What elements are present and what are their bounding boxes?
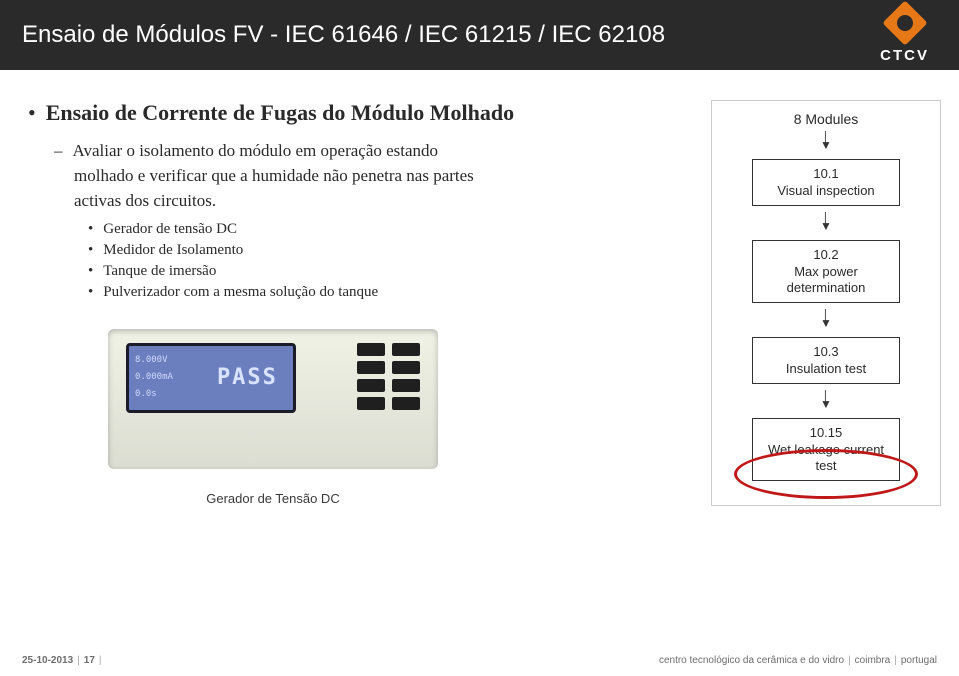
flow-box: 10.1 Visual inspection [752,159,900,206]
equip-1: Gerador de tensão DC [103,221,237,237]
footer-page: 17 [84,655,95,666]
bullet-dot-icon: • [88,263,93,279]
device-figure: 8.000V 0.000mA PASS 0.0s Gerador de Tensã… [108,329,438,506]
flow-box: 10.2 Max power determination [752,240,900,303]
screen-row: 0.0s [135,390,287,399]
arrow-down-icon: │▼ [712,394,940,408]
equip-4: Pulverizador com a mesma solução do tanq… [103,284,378,300]
device-buttons [357,343,420,413]
flow-num: 10.3 [757,344,895,360]
logo-diamond-icon [882,0,927,45]
screen-row: 8.000V [135,356,287,365]
flow-txt: Visual inspection [757,183,895,199]
bullet-dot-icon: • [88,284,93,300]
equip-item: • Gerador de tensão DC [88,219,697,240]
separator-icon: | [77,655,80,666]
flowchart-panel: 8 Modules │▼ 10.1 Visual inspection │▼ 1… [711,100,941,506]
equip-item: • Medidor de Isolamento [88,240,697,261]
footer-left: 25-10-2013 | 17 | [22,655,106,666]
flow-box-highlighted: 10.15 Wet leakage current test [752,418,900,481]
slide-header: Ensaio de Módulos FV - IEC 61646 / IEC 6… [0,0,959,70]
bullet-dot-icon: • [88,221,93,237]
bullet-dot-icon: • [28,100,36,125]
footer-right: centro tecnológico da cerâmica e do vidr… [659,655,937,666]
sub-bullet-line: molhado e verificar que a humidade não p… [74,165,697,188]
separator-icon: | [848,655,851,666]
flow-heading: 8 Modules [712,111,940,127]
sub-text-3: activas dos circuitos. [74,191,216,210]
sub-bullet-line: –Avaliar o isolamento do módulo em opera… [54,140,697,163]
screen-row: 0.000mA PASS [135,366,287,389]
slide-footer: 25-10-2013 | 17 | centro tecnológico da cer… [0,655,959,666]
arrow-down-icon: │▼ [712,313,940,327]
bullet-title-text: Ensaio de Corrente de Fugas do Módulo Mo… [46,100,514,125]
screen-v: 8.000V [135,356,168,365]
screen-s: 0.0s [135,390,157,399]
flow-txt: Wet leakage current test [757,442,895,475]
sub-bullet-line: activas dos circuitos. [74,190,697,213]
screen-ma: 0.000mA [135,373,173,382]
device-button-icon [357,397,385,410]
flow-num: 10.15 [757,425,895,441]
logo-text: CTCV [880,47,929,64]
hipot-tester-icon: 8.000V 0.000mA PASS 0.0s [108,329,438,469]
equip-3: Tanque de imersão [103,263,216,279]
device-button-icon [392,343,420,356]
bullet-dot-icon: • [88,242,93,258]
device-button-icon [392,379,420,392]
device-button-icon [392,397,420,410]
main-bullet: • Ensaio de Corrente de Fugas do Módulo M… [28,100,697,126]
equip-2: Medidor de Isolamento [103,242,243,258]
flow-box: 10.3 Insulation test [752,337,900,384]
ctcv-logo: CTCV [880,7,929,64]
footer-city: coimbra [855,655,891,666]
device-button-icon [357,379,385,392]
device-button-icon [392,361,420,374]
footer-date: 25-10-2013 [22,655,73,666]
flow-txt: Insulation test [757,361,895,377]
footer-org: centro tecnológico da cerâmica e do vidr… [659,655,844,666]
separator-icon: | [99,655,102,666]
device-panel: 8.000V 0.000mA PASS 0.0s [126,343,420,413]
device-caption: Gerador de Tensão DC [108,491,438,506]
slide-body: • Ensaio de Corrente de Fugas do Módulo M… [0,70,959,516]
equip-item: • Tanque de imersão [88,261,697,282]
equip-item: • Pulverizador com a mesma solução do tan… [88,282,697,303]
arrow-down-icon: │▼ [712,216,940,230]
slide-title: Ensaio de Módulos FV - IEC 61646 / IEC 6… [22,21,665,49]
footer-country: portugal [901,655,937,666]
device-button-icon [357,343,385,356]
flow-num: 10.2 [757,247,895,263]
arrow-down-icon: │▼ [712,135,940,149]
separator-icon: | [894,655,897,666]
flow-num: 10.1 [757,166,895,182]
screen-pass: PASS [217,366,278,389]
sub-text-1: Avaliar o isolamento do módulo em operaç… [73,141,439,160]
dash-icon: – [54,141,63,160]
flow-txt: Max power determination [757,264,895,297]
device-screen: 8.000V 0.000mA PASS 0.0s [126,343,296,413]
device-button-icon [357,361,385,374]
sub-text-2: molhado e verificar que a humidade não p… [74,166,474,185]
left-column: • Ensaio de Corrente de Fugas do Módulo M… [28,100,697,506]
